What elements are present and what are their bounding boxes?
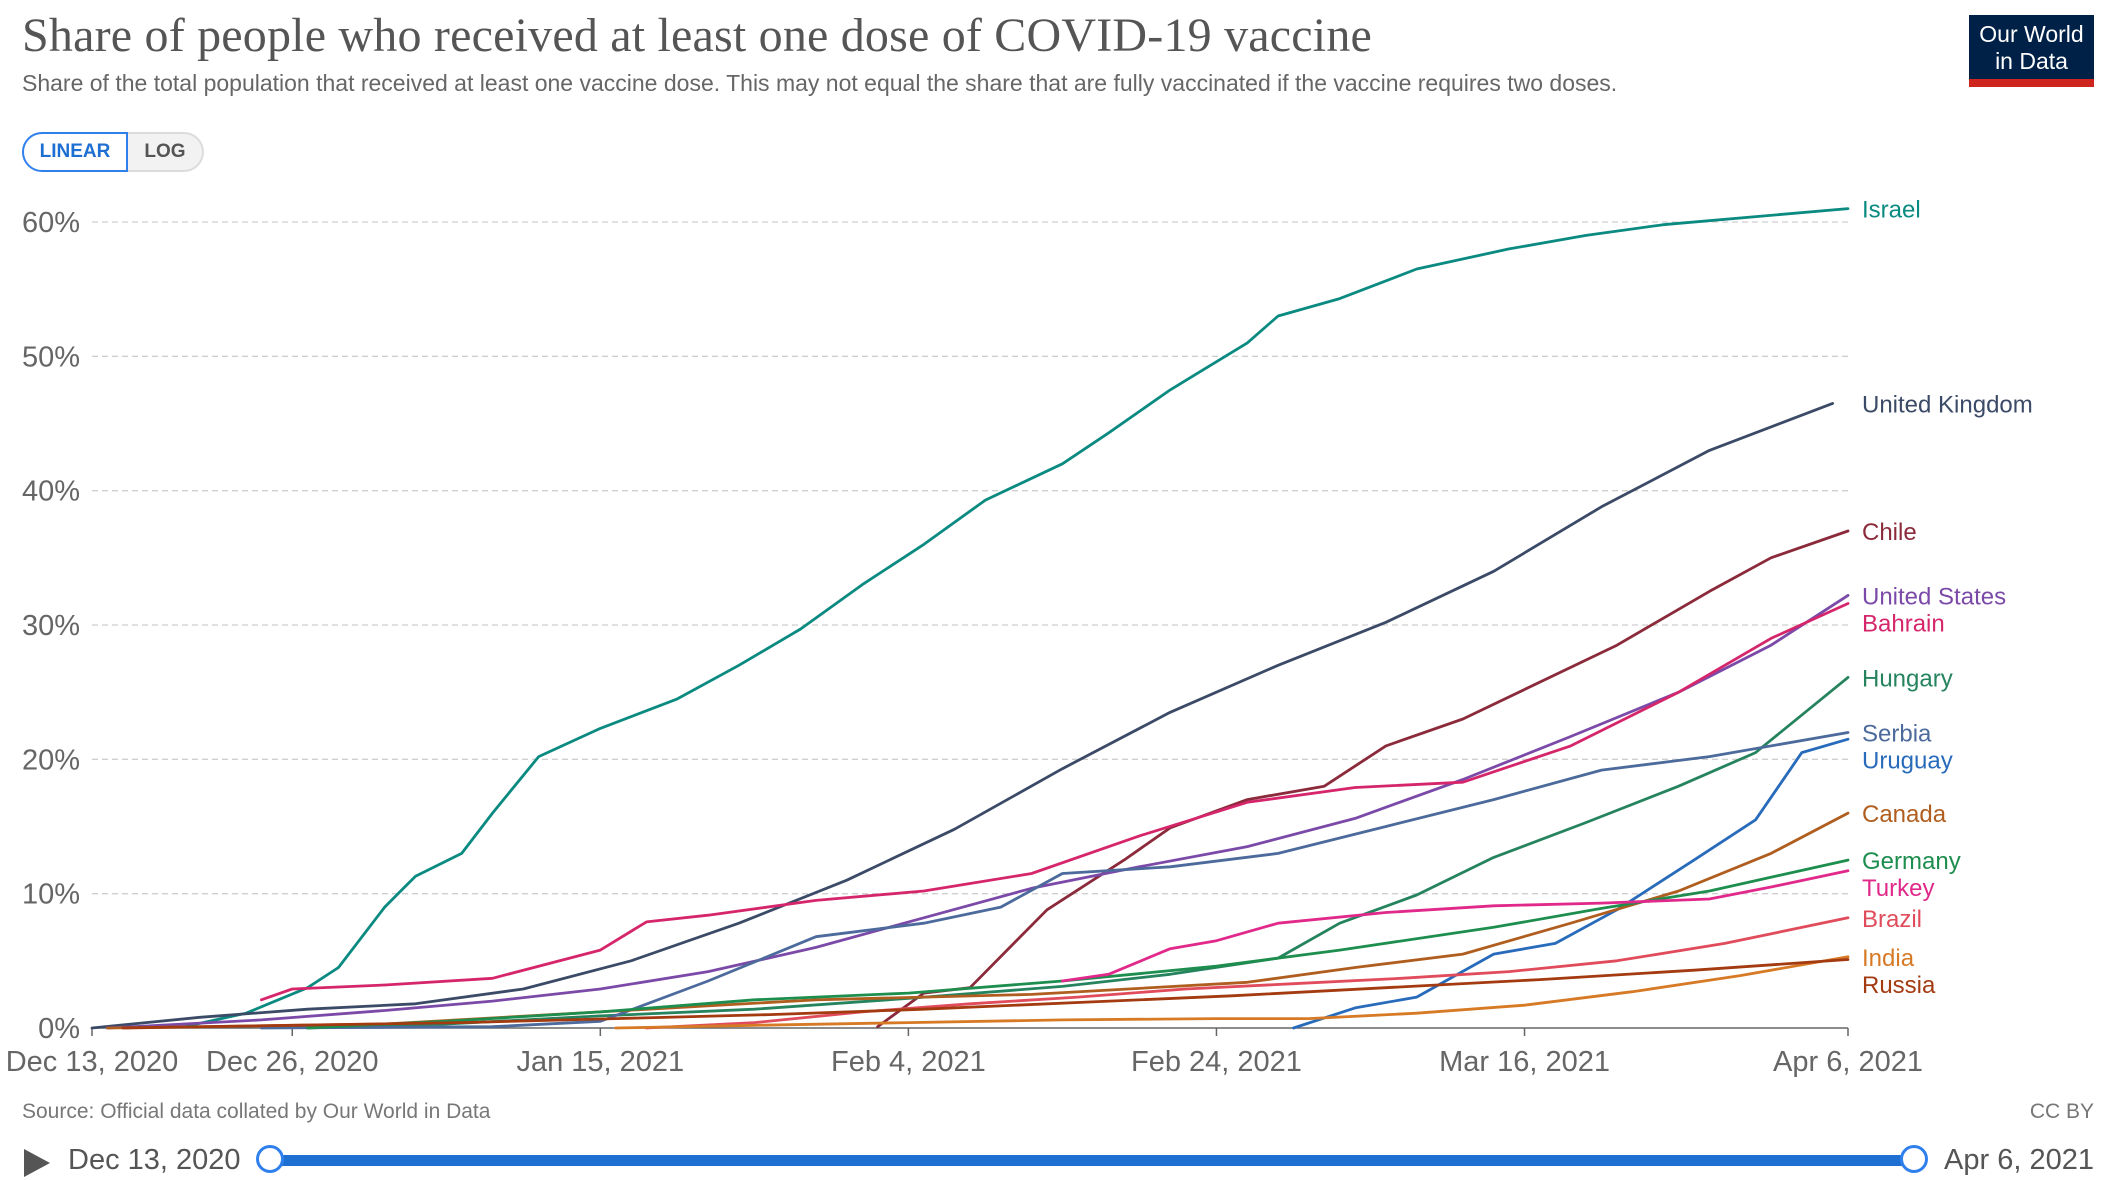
source-note: Source: Official data collated by Our Wo… (22, 1100, 491, 1123)
series-label-uruguay: Uruguay (1862, 747, 1953, 774)
our-world-in-data-logo[interactable]: Our World in Data (1969, 15, 2094, 87)
series-label-chile: Chile (1862, 519, 1917, 546)
series-line-turkey (1061, 869, 1850, 983)
series-label-united-states: United States (1862, 583, 2006, 610)
scale-toggle: LINEAR LOG (22, 132, 204, 172)
series-line-israel (182, 207, 1850, 1029)
x-tick-label: Dec 26, 2020 (206, 1046, 379, 1078)
y-tick-label: 40% (22, 476, 80, 508)
timeline: Dec 13, 2020 Apr 6, 2021 (0, 1140, 2110, 1180)
x-tick-label: Dec 13, 2020 (6, 1046, 179, 1078)
series-line-united-states (106, 594, 1850, 1030)
series-label-turkey: Turkey (1862, 875, 1934, 902)
log-scale-button[interactable]: LOG (128, 132, 204, 172)
x-tick-label: Jan 15, 2021 (516, 1046, 684, 1078)
x-tick-label: Feb 24, 2021 (1131, 1046, 1302, 1078)
license-link[interactable]: CC BY (2029, 1100, 2094, 1123)
play-icon[interactable] (24, 1149, 50, 1177)
y-tick-label: 20% (22, 744, 80, 776)
series-line-canada (106, 811, 1850, 1030)
series-labels: Israel United Kingdom Chile United StatesBa… (1862, 197, 2033, 999)
series-label-israel: Israel (1862, 197, 1921, 224)
timeline-end-handle[interactable] (1900, 1145, 1928, 1173)
timeline-start-handle[interactable] (256, 1145, 284, 1173)
timeline-end-label: Apr 6, 2021 (1944, 1144, 2094, 1176)
line-chart[interactable]: 0% 10% 20% 30% 40% 50% 60% Dec 13, 2020 Dec 26,… (0, 0, 2110, 1090)
series-lines (90, 207, 1850, 1030)
gridlines (92, 221, 1848, 1029)
chart-subtitle: Share of the total population that recei… (22, 70, 1618, 96)
series-line-chile (876, 529, 1850, 1029)
series-line-germany (306, 858, 1850, 1030)
series-label-russia: Russia (1862, 972, 1936, 999)
series-label-brazil: Brazil (1862, 906, 1922, 933)
series-line-bahrain (259, 602, 1850, 1002)
linear-scale-button[interactable]: LINEAR (22, 132, 128, 172)
series-label-bahrain: Bahrain (1862, 610, 1945, 637)
logo-line-2: in Data (1995, 48, 2068, 74)
x-tick-label: Apr 6, 2021 (1773, 1046, 1923, 1078)
series-label-united-kingdom: United Kingdom (1862, 391, 2033, 418)
x-tick-label: Mar 16, 2021 (1439, 1046, 1610, 1078)
series-line-serbia (259, 731, 1850, 1030)
chart-title: Share of people who received at least on… (22, 9, 1373, 62)
series-line-russia (121, 958, 1850, 1030)
series-line-brazil (645, 916, 1850, 1030)
y-axis: 0% 10% 20% 30% 40% 50% 60% (22, 207, 80, 1045)
x-axis: Dec 13, 2020 Dec 26, 2020 Jan 15, 2021 Feb … (6, 1028, 1923, 1078)
y-tick-label: 0% (38, 1013, 80, 1045)
y-tick-label: 60% (22, 207, 80, 239)
timeline-start-label: Dec 13, 2020 (68, 1144, 241, 1176)
y-tick-label: 30% (22, 610, 80, 642)
series-label-canada: Canada (1862, 801, 1947, 828)
series-label-serbia: Serbia (1862, 720, 1932, 747)
x-tick-label: Feb 4, 2021 (831, 1046, 986, 1078)
y-tick-label: 50% (22, 341, 80, 373)
series-label-germany: Germany (1862, 848, 1961, 875)
series-label-hungary: Hungary (1862, 665, 1953, 692)
y-tick-label: 10% (22, 879, 80, 911)
timeline-track[interactable] (270, 1155, 1915, 1166)
logo-line-1: Our World (1979, 21, 2084, 47)
series-line-united-kingdom (90, 401, 1834, 1030)
series-label-india: India (1862, 945, 1915, 972)
series-line-india (614, 955, 1850, 1030)
series-line-uruguay (1292, 737, 1850, 1030)
